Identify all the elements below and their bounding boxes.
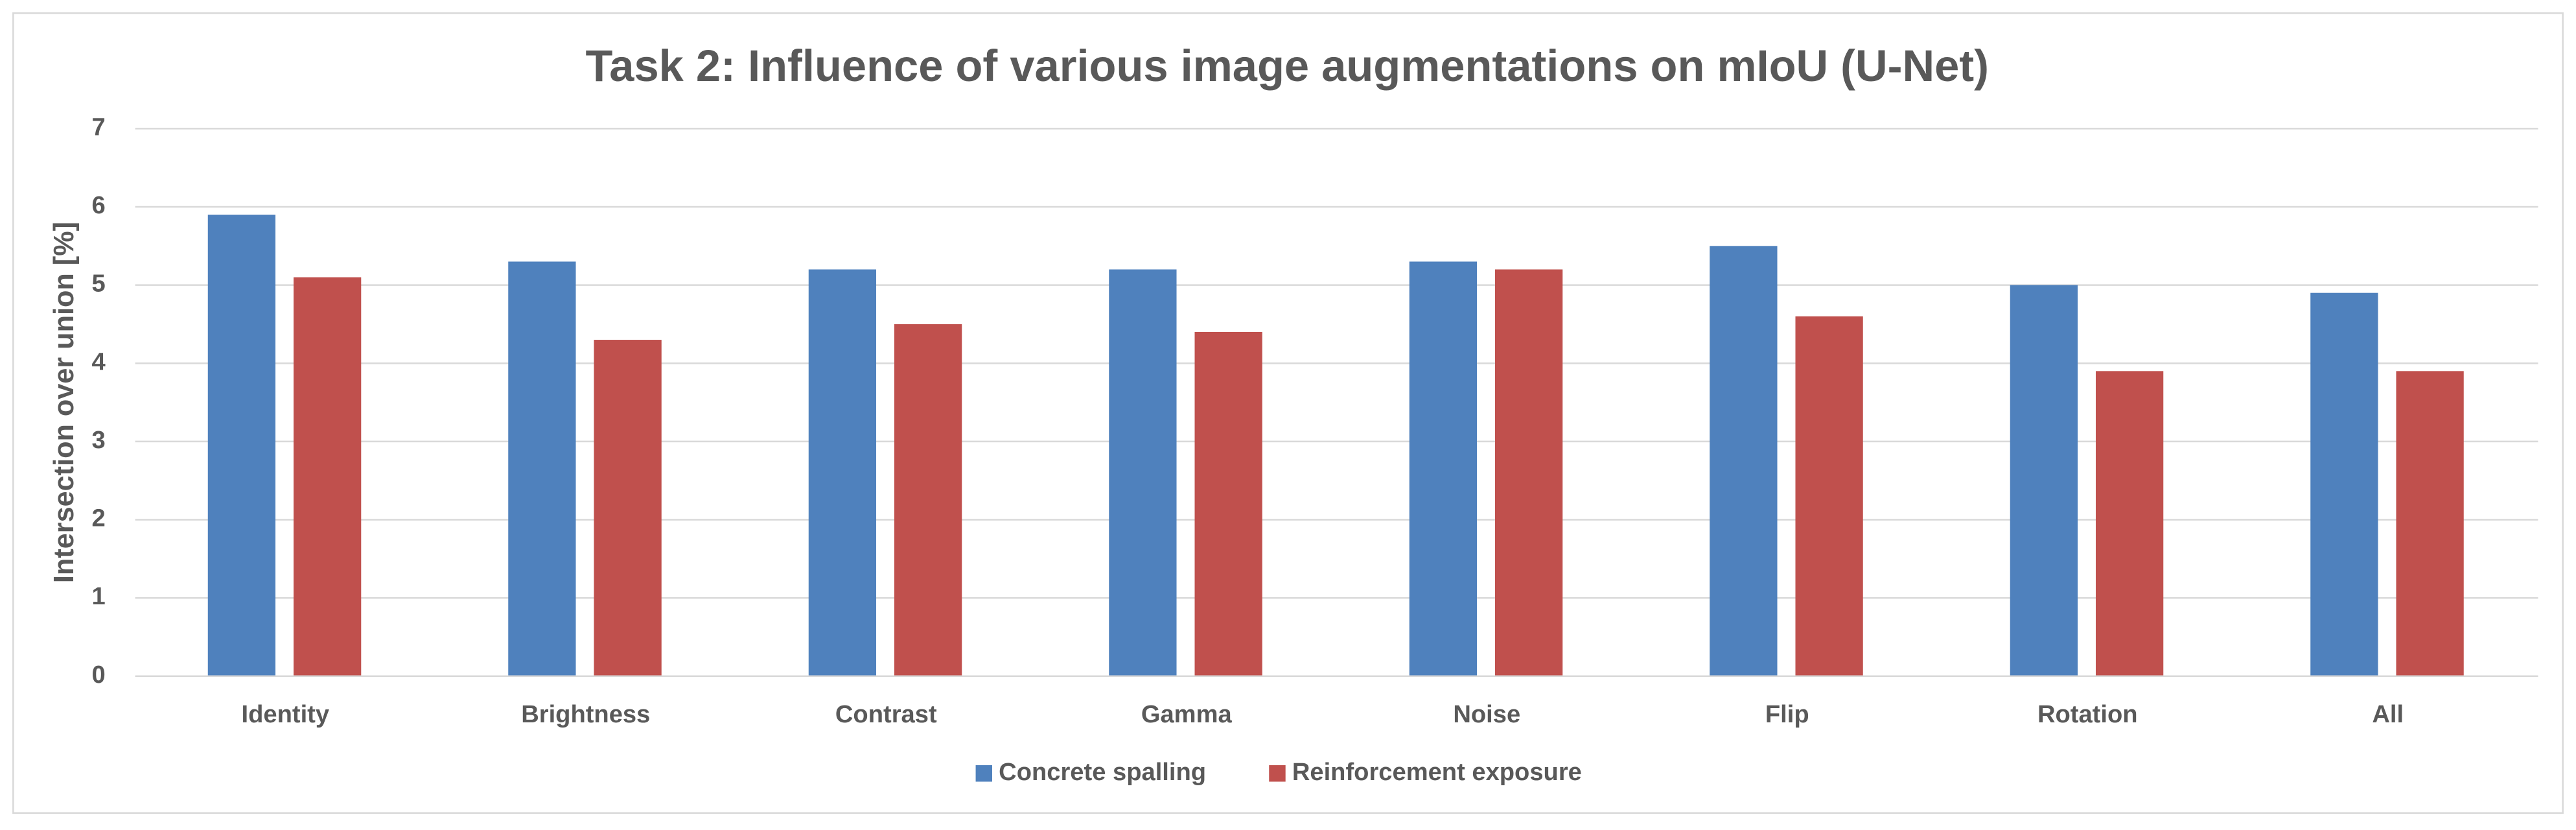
- x-tick-label: Gamma: [1141, 700, 1233, 728]
- bar: [1710, 246, 1778, 676]
- bar: [594, 340, 662, 676]
- x-tick-label: Contrast: [835, 700, 937, 728]
- y-tick-label: 7: [92, 113, 106, 141]
- legend-label: Reinforcement exposure: [1292, 758, 1582, 786]
- x-tick-label: Brightness: [521, 700, 650, 728]
- y-axis-title: Intersection over union [%]: [49, 222, 80, 583]
- bar: [808, 269, 877, 676]
- y-tick-label: 3: [92, 426, 106, 454]
- bar: [2095, 371, 2164, 676]
- x-tick-label: All: [2372, 700, 2404, 728]
- y-tick-label: 4: [92, 348, 106, 375]
- y-tick-label: 1: [92, 582, 106, 610]
- bar: [1109, 269, 1177, 676]
- y-tick-label: 6: [92, 191, 106, 219]
- bar: [207, 215, 276, 676]
- chart-border: [12, 12, 2564, 814]
- y-tick-label: 0: [92, 661, 106, 689]
- bar: [1494, 269, 1563, 676]
- bar: [508, 261, 576, 676]
- bar: [2396, 371, 2464, 676]
- x-tick-label: Flip: [1765, 700, 1809, 728]
- x-tick-label: Noise: [1453, 700, 1520, 728]
- bar: [1795, 316, 1863, 676]
- bar: [1409, 261, 1478, 676]
- bar: [2310, 292, 2378, 676]
- y-tick-label: 5: [92, 270, 106, 298]
- x-tick-label: Identity: [242, 700, 330, 728]
- x-tick-label: Rotation: [2037, 700, 2138, 728]
- legend-label: Concrete spalling: [999, 758, 1206, 786]
- bar: [294, 277, 362, 676]
- y-tick-label: 2: [92, 504, 106, 532]
- legend-swatch: [1269, 765, 1286, 782]
- bar: [1194, 331, 1262, 676]
- bar: [2010, 285, 2078, 676]
- bar: [894, 324, 962, 676]
- legend-swatch: [975, 765, 992, 782]
- chart-title: Task 2: Influence of various image augme…: [585, 41, 1989, 91]
